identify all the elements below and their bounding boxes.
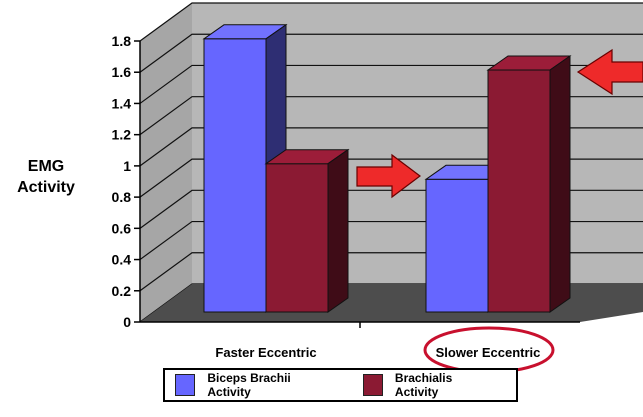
y-axis-title-line-1: EMG bbox=[27, 158, 65, 175]
gridline bbox=[139, 64, 643, 104]
x-category-labels: Faster Eccentric Slower Eccentric bbox=[215, 345, 540, 360]
legend-label-brachialis: Brachialis Activity bbox=[394, 371, 453, 399]
y-tick-label: 0.6 bbox=[112, 220, 132, 236]
bar-front bbox=[487, 69, 551, 313]
y-axis bbox=[134, 40, 580, 328]
legend-item-brachialis: Brachialis Activity bbox=[362, 371, 490, 399]
gridline bbox=[139, 2, 643, 42]
gridline bbox=[139, 33, 643, 73]
y-tick-label: 1.4 bbox=[112, 95, 132, 111]
y-axis-title-line-2: Activity bbox=[17, 179, 75, 196]
bar-front bbox=[265, 163, 329, 313]
bar-front bbox=[203, 38, 267, 313]
bar-side bbox=[549, 55, 571, 313]
x-category-label: Faster Eccentric bbox=[215, 345, 316, 360]
legend: Biceps Brachii Activity Brachialis Activ… bbox=[163, 368, 518, 402]
y-tick-label: 1.6 bbox=[112, 64, 132, 80]
arrow-right-annotation bbox=[356, 153, 421, 199]
y-tick-label: 1.2 bbox=[112, 127, 132, 143]
legend-item-biceps: Biceps Brachii Activity bbox=[175, 371, 327, 399]
y-tick-label: 0.2 bbox=[112, 283, 132, 299]
y-tick-label: 1.8 bbox=[112, 33, 132, 49]
y-tick-label: 1 bbox=[123, 158, 131, 174]
bars-group bbox=[202, 23, 572, 313]
bar-brachialis-slower bbox=[486, 55, 572, 313]
y-tick-label: 0.4 bbox=[112, 252, 132, 268]
side-wall bbox=[140, 3, 192, 322]
legend-swatch-biceps bbox=[175, 374, 196, 396]
y-axis-title: EMG Activity bbox=[14, 156, 78, 198]
x-category-label: Slower Eccentric bbox=[436, 345, 541, 360]
y-tick-label: 0.8 bbox=[112, 189, 132, 205]
bar-front bbox=[425, 178, 489, 313]
bar-brachialis-faster bbox=[264, 148, 350, 313]
legend-swatch-brachialis bbox=[362, 374, 383, 396]
y-tick-label: 0 bbox=[123, 314, 131, 330]
arrow-left-annotation bbox=[576, 48, 643, 96]
bar-side bbox=[327, 148, 349, 313]
legend-label-biceps: Biceps Brachii Activity bbox=[207, 371, 291, 399]
y-tick-labels: 0 0.2 0.4 0.6 0.8 1 1.2 1.4 1.6 1.8 bbox=[112, 33, 132, 330]
